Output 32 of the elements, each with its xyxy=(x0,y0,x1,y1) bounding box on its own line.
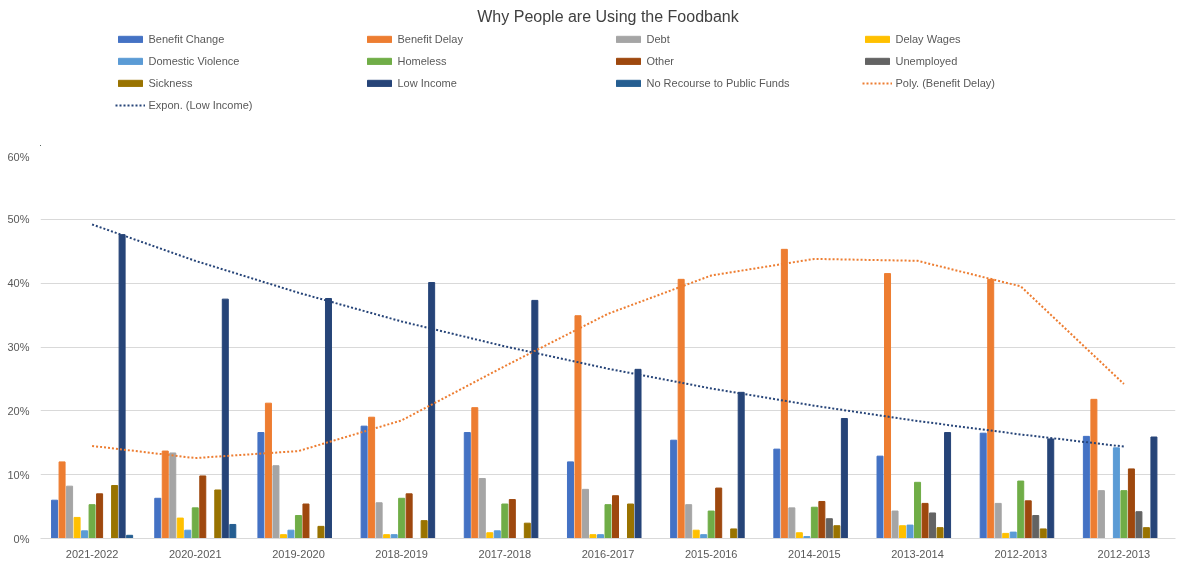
y-tick-label: 30% xyxy=(7,341,30,353)
y-tick-label: 40% xyxy=(7,277,30,290)
x-tick-label: 2012-2013 xyxy=(994,547,1048,560)
legend-label: No Recourse to Public Funds xyxy=(646,77,791,89)
legend-label: Poly. (Benefit Delay) xyxy=(895,77,996,89)
legend-label: Domestic Violence xyxy=(148,55,241,67)
x-tick-label: 2020-2021 xyxy=(168,547,222,560)
y-tick-label: 0% xyxy=(13,532,30,545)
legend-label: Debt xyxy=(646,33,671,45)
x-tick-label: 2012-2013 xyxy=(1097,547,1151,560)
y-tick-label: 20% xyxy=(7,404,30,417)
legend-label: Unemployed xyxy=(895,55,959,67)
x-tick-label: 2013-2014 xyxy=(891,547,944,560)
x-tick-label: 2015-2016 xyxy=(684,547,738,560)
y-tick-label: 60% xyxy=(7,150,30,163)
legend-label: Low Income xyxy=(397,77,458,89)
x-tick-label: 2017-2018 xyxy=(478,547,532,560)
chart-title: Why People are Using the Foodbank xyxy=(477,7,740,25)
x-tick-label: 2019-2020 xyxy=(272,547,325,560)
y-tick-label: 10% xyxy=(7,468,30,481)
y-tick-label: 50% xyxy=(7,213,30,226)
legend-label: Other xyxy=(646,55,675,67)
x-tick-label: 2021-2022 xyxy=(65,547,119,560)
legend-label: Homeless xyxy=(397,55,448,67)
legend-label: Benefit Change xyxy=(148,33,226,45)
legend-label: Expon. (Low Income) xyxy=(148,99,254,111)
legend-label: Sickness xyxy=(148,77,194,89)
x-tick-label: 2018-2019 xyxy=(375,547,428,560)
legend-label: Delay Wages xyxy=(895,33,962,45)
x-tick-label: 2016-2017 xyxy=(581,547,635,560)
legend-label: Benefit Delay xyxy=(397,33,464,45)
x-tick-label: 2014-2015 xyxy=(788,547,841,560)
